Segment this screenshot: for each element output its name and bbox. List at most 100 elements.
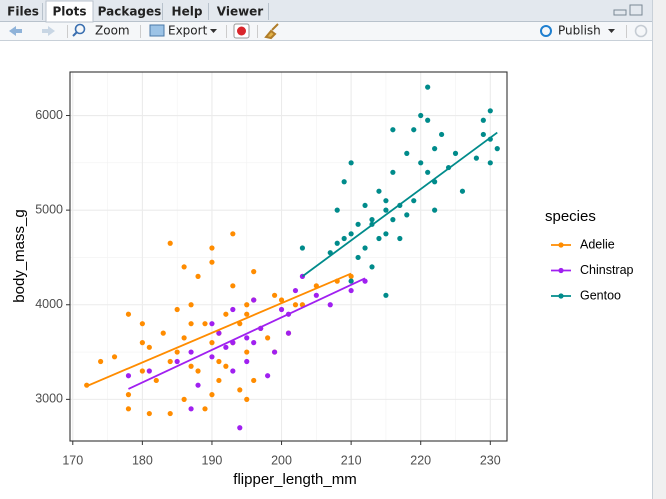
point (452, 150, 459, 156)
y-tick-label: 5000 (35, 202, 63, 216)
point (473, 155, 479, 161)
point (230, 283, 236, 289)
back-button[interactable] (9, 26, 22, 36)
point (348, 231, 354, 237)
point (348, 278, 354, 284)
point (278, 306, 285, 313)
point (438, 131, 445, 138)
point (411, 198, 417, 204)
active-tab (45, 0, 94, 23)
point (181, 264, 187, 270)
point (487, 160, 493, 166)
point (425, 84, 431, 90)
point (487, 108, 493, 114)
zoom-icon[interactable] (74, 23, 86, 35)
point (139, 340, 145, 346)
point (230, 368, 236, 374)
point (383, 207, 389, 213)
publish-dropdown[interactable] (608, 29, 615, 33)
publish-icon[interactable] (540, 25, 552, 37)
legend-key-point (558, 242, 564, 248)
tab[interactable]: Packages (98, 5, 162, 19)
point (174, 306, 180, 313)
publish-button[interactable]: Publish (558, 24, 601, 38)
point (425, 117, 431, 123)
maximize-button[interactable] (629, 4, 643, 16)
point (146, 344, 152, 350)
point (174, 349, 180, 355)
point (111, 354, 118, 360)
point (369, 217, 375, 223)
point (404, 212, 410, 218)
tab[interactable]: Plots (52, 5, 86, 19)
point (244, 302, 250, 308)
point (195, 382, 201, 388)
point (188, 406, 194, 412)
export-dropdown[interactable] (210, 29, 217, 33)
point (313, 292, 319, 298)
point (244, 358, 250, 365)
point (362, 202, 368, 209)
side-strip (653, 0, 666, 499)
point (278, 297, 285, 303)
point (292, 287, 299, 294)
point (251, 297, 257, 303)
point (216, 330, 222, 336)
point (230, 306, 236, 313)
point (265, 335, 271, 341)
point (209, 392, 215, 398)
legend-label: Adelie (580, 237, 615, 251)
point (244, 335, 250, 341)
tab[interactable]: Help (172, 5, 203, 19)
legend-key-point (558, 293, 564, 299)
point (334, 240, 340, 246)
point (209, 321, 215, 327)
point (271, 292, 278, 298)
point (480, 131, 486, 138)
point (223, 363, 229, 369)
point (223, 311, 229, 317)
point (181, 335, 187, 341)
point (209, 354, 215, 360)
point (195, 273, 201, 279)
tab[interactable]: Viewer (217, 5, 264, 19)
forward-button[interactable] (42, 26, 55, 36)
x-tick-label: 190 (202, 453, 223, 467)
point (188, 363, 194, 369)
tab[interactable]: Files (7, 5, 39, 19)
point (230, 231, 236, 237)
point (494, 146, 500, 152)
point (390, 169, 396, 175)
refresh-button[interactable] (634, 24, 648, 38)
point (153, 377, 159, 384)
point (251, 377, 257, 384)
point (195, 368, 201, 374)
point (383, 292, 389, 298)
x-tick-label: 170 (62, 453, 83, 467)
point (174, 358, 180, 365)
point (244, 349, 250, 355)
clear-all-button[interactable] (264, 23, 279, 40)
point (341, 235, 347, 242)
fit-line (86, 272, 352, 387)
point (369, 264, 375, 270)
export-button[interactable]: Export (168, 24, 208, 38)
legend-label: Gentoo (580, 288, 621, 302)
point (418, 112, 424, 119)
point (139, 321, 145, 327)
x-axis-title: flipper_length_mm (233, 471, 356, 488)
point (209, 259, 215, 265)
point (459, 188, 466, 194)
point (383, 198, 389, 204)
point (299, 245, 306, 251)
y-tick-label: 6000 (35, 108, 63, 122)
point (167, 240, 173, 246)
point (327, 302, 333, 308)
point (251, 269, 257, 275)
point (125, 392, 132, 398)
zoom-button[interactable]: Zoom (95, 24, 130, 38)
point (397, 235, 403, 242)
minimize-button[interactable] (613, 9, 627, 16)
export-icon[interactable] (149, 24, 165, 37)
point (425, 169, 431, 175)
